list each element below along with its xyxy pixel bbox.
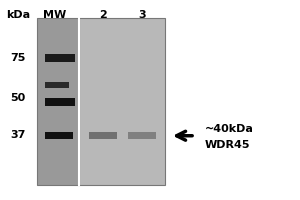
Text: ~40kDa: ~40kDa [205, 124, 254, 134]
Bar [37, 18, 79, 185]
Text: kDa: kDa [6, 10, 30, 20]
Bar [45, 82, 69, 88]
Bar [128, 132, 156, 139]
Bar [79, 18, 165, 185]
Text: WDR45: WDR45 [205, 140, 250, 150]
Text: 2: 2 [99, 10, 107, 20]
Text: 75: 75 [10, 53, 26, 63]
Bar [89, 132, 117, 139]
Text: 3: 3 [138, 10, 146, 20]
Text: 50: 50 [11, 93, 26, 103]
Bar [45, 132, 73, 139]
Bar [45, 54, 75, 62]
Text: MW: MW [44, 10, 67, 20]
Bar [45, 98, 75, 106]
Text: 37: 37 [10, 130, 26, 140]
